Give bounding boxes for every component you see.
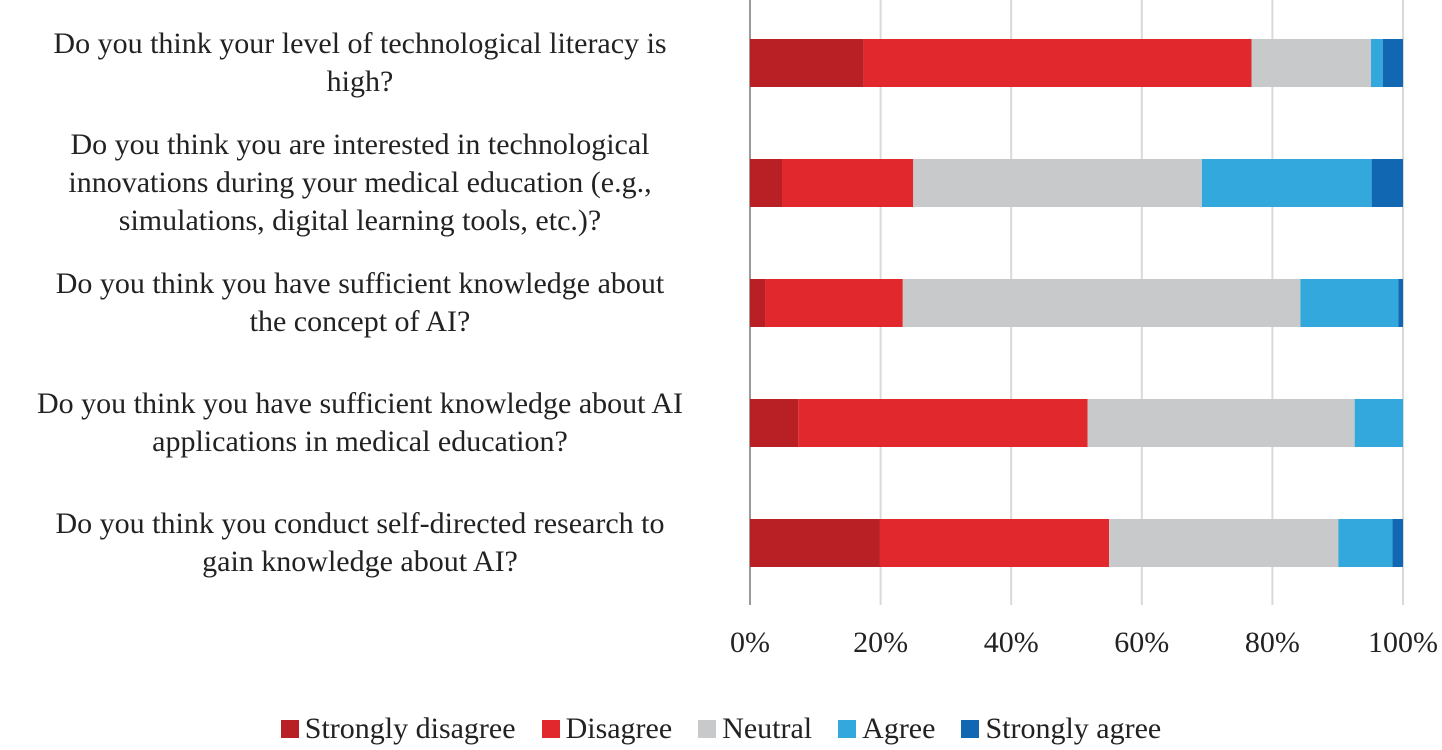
category-label: Do you think you have sufficient knowled… (0, 385, 720, 461)
legend-item: Strongly agree (961, 712, 1161, 746)
x-tick-label: 40% (983, 626, 1039, 659)
x-tick-label: 20% (853, 626, 909, 659)
bar-segment (750, 519, 880, 567)
bar-segment (913, 159, 1202, 207)
bar-segment (798, 399, 1088, 447)
legend-swatch (280, 720, 299, 738)
category-label-line: simulations, digital learning tools, etc… (118, 204, 602, 237)
bar-segment (1354, 399, 1403, 447)
legend-swatch (541, 720, 560, 738)
bar-segment (750, 279, 766, 327)
category-label-line: Do you think your level of technological… (53, 27, 667, 60)
legend-swatch (838, 720, 857, 738)
bar-segment (863, 39, 1252, 87)
bar-segment (750, 39, 864, 87)
legend-label: Strongly disagree (304, 712, 516, 745)
category-label-line: high? (326, 65, 394, 98)
bar-segment (1109, 519, 1339, 567)
x-tick-label: 100% (1368, 626, 1438, 659)
legend-item: Neutral (698, 712, 812, 746)
category-label-line: Do you think you are interested in techn… (70, 128, 650, 161)
legend-label: Agree (862, 712, 936, 745)
category-label-line: Do you think you conduct self-directed r… (55, 507, 665, 540)
category-label-line: innovations during your medical educatio… (68, 166, 652, 199)
bar-segment (1371, 159, 1403, 207)
legend-label: Strongly agree (985, 712, 1162, 745)
bar-segment (1300, 279, 1399, 327)
legend-label: Neutral (722, 712, 813, 745)
x-tick-label: 60% (1114, 626, 1170, 659)
legend-swatch (698, 720, 717, 738)
bar-segment (1398, 279, 1403, 327)
bar-segment (1338, 519, 1393, 567)
legend-item: Agree (838, 712, 935, 746)
category-label: Do you think you have sufficient knowled… (0, 265, 720, 341)
category-label: Do you think you conduct self-directed r… (0, 505, 720, 581)
bar-segment (1371, 39, 1383, 87)
bar-segment (1382, 39, 1403, 87)
legend-item: Strongly disagree (280, 712, 516, 746)
x-tick-label: 0% (730, 626, 770, 659)
bar-segment (750, 159, 782, 207)
legend-swatch (961, 720, 980, 738)
category-label-line: Do you think you have sufficient knowled… (37, 387, 683, 420)
bar-segment (1201, 159, 1372, 207)
category-label-line: Do you think you have sufficient knowled… (55, 267, 665, 300)
bar-segment (1087, 399, 1355, 447)
bar-segment (879, 519, 1110, 567)
legend-label: Disagree (565, 712, 673, 745)
category-label-line: the concept of AI? (249, 305, 471, 338)
category-label: Do you think your level of technological… (0, 25, 720, 101)
legend-item: Disagree (541, 712, 673, 746)
category-label: Do you think you are interested in techn… (0, 126, 720, 240)
bar-segment (750, 399, 799, 447)
bar-segment (1251, 39, 1372, 87)
legend: Strongly disagree Disagree Neutral Agree Str… (0, 712, 1442, 746)
bar-segment (1392, 519, 1403, 567)
category-label-line: gain knowledge about AI? (202, 545, 518, 578)
bar-segment (765, 279, 903, 327)
category-label-line: applications in medical education? (152, 425, 568, 458)
bar-segment (781, 159, 914, 207)
x-tick-label: 80% (1244, 626, 1300, 659)
bar-segment (902, 279, 1301, 327)
